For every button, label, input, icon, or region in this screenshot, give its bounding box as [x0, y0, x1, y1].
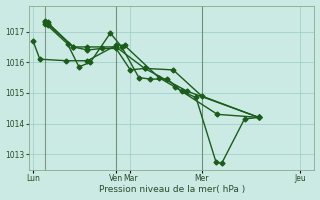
X-axis label: Pression niveau de la mer( hPa ): Pression niveau de la mer( hPa )	[99, 185, 245, 194]
